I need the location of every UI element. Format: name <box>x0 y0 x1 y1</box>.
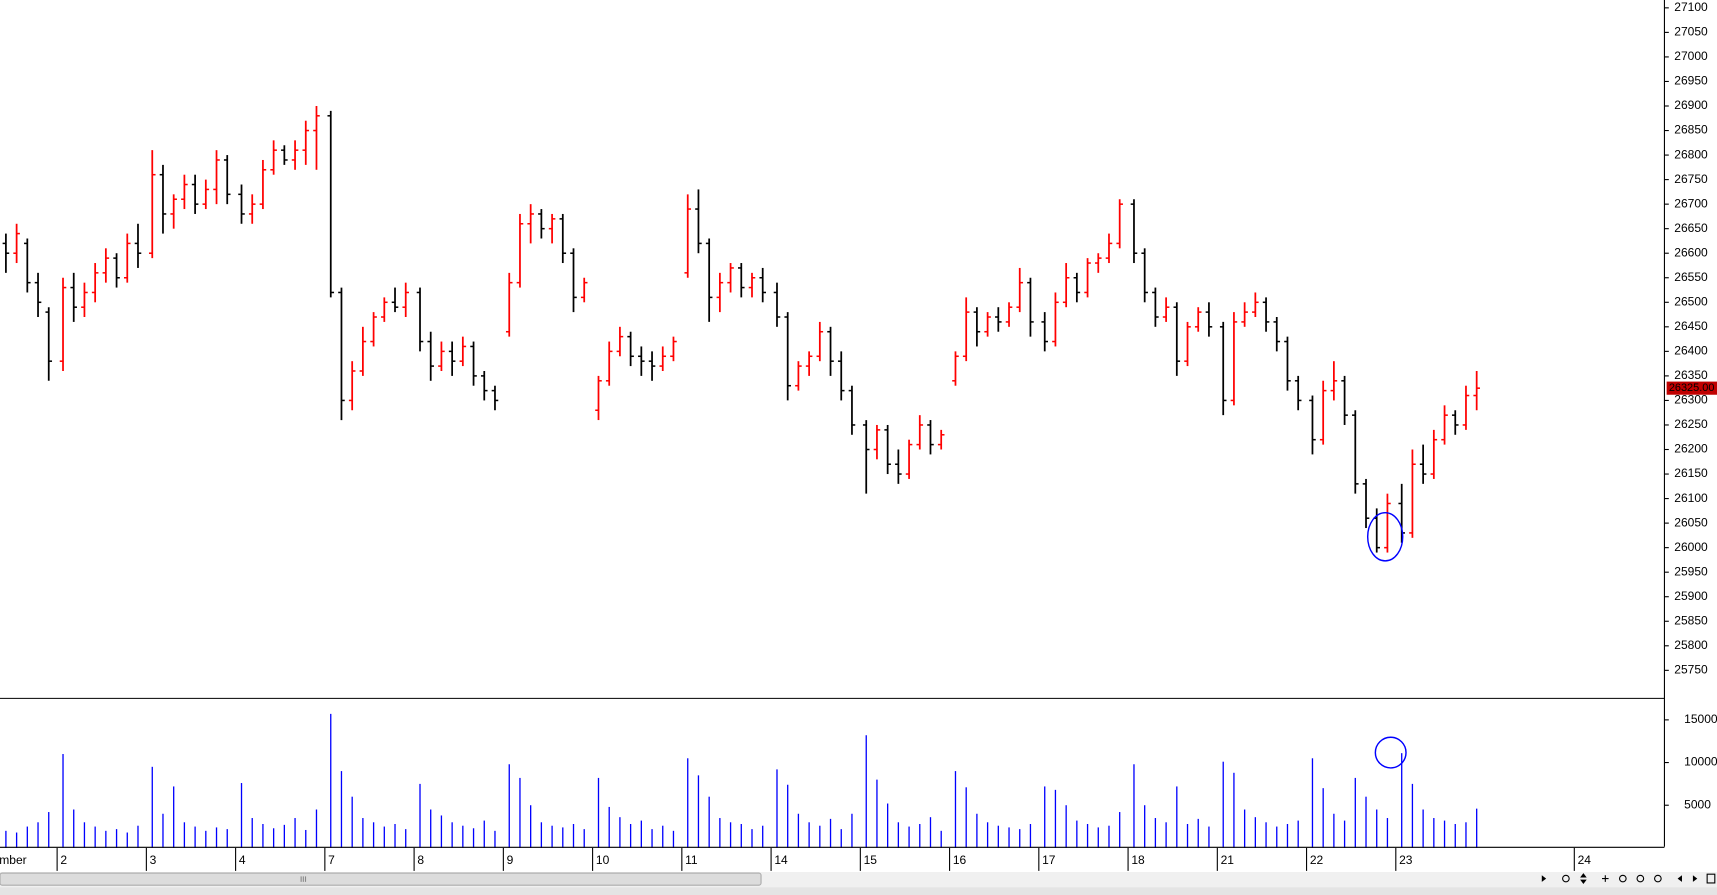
y-tick-label: 25850 <box>1674 613 1708 627</box>
y-tick-label: 10000 <box>1684 755 1717 769</box>
y-tick-label: 25950 <box>1674 564 1708 578</box>
scroll-end[interactable] <box>1692 875 1698 882</box>
y-tick-label: 26550 <box>1674 270 1708 284</box>
tab-strip <box>0 887 1717 895</box>
x-tick-label: 17 <box>1042 853 1056 867</box>
y-tick-label: 15000 <box>1684 712 1717 726</box>
y-tick-label: 26850 <box>1674 123 1708 137</box>
y-tick-label: 26200 <box>1674 442 1708 456</box>
y-tick-label: 26400 <box>1674 344 1708 358</box>
x-tick-label: 8 <box>417 853 424 867</box>
y-tick-label: 26000 <box>1674 540 1708 554</box>
x-tick-label: November <box>0 853 27 867</box>
x-tick-label: 3 <box>150 853 157 867</box>
y-tick-label: 26050 <box>1674 515 1708 529</box>
y-tick-label: 26700 <box>1674 196 1708 210</box>
x-tick-label: 9 <box>507 853 514 867</box>
y-tick-label: 26800 <box>1674 147 1708 161</box>
y-tick-label: 26350 <box>1674 368 1708 382</box>
y-tick-label: 25750 <box>1674 663 1708 677</box>
annotation-circle <box>1366 511 1404 562</box>
y-tick-label: 26450 <box>1674 319 1708 333</box>
y-tick-label: 26300 <box>1674 393 1708 407</box>
x-tick-label: 2 <box>60 853 67 867</box>
x-tick-label: 4 <box>239 853 246 867</box>
zoom-in-icon[interactable] <box>1636 874 1645 883</box>
y-tick-label: 26500 <box>1674 294 1708 308</box>
x-tick-label: 15 <box>864 853 878 867</box>
y-tick-label: 27100 <box>1674 0 1708 14</box>
scroll-right[interactable] <box>1541 875 1547 882</box>
y-tick-label: 26250 <box>1674 417 1708 431</box>
y-tick-label: 27000 <box>1674 49 1708 63</box>
y-tick-label: 26750 <box>1674 172 1708 186</box>
y-tick-label: 25800 <box>1674 638 1708 652</box>
scroll-left[interactable] <box>1677 875 1682 882</box>
annotation-circle <box>1374 736 1407 769</box>
x-tick-label: 16 <box>953 853 967 867</box>
y-tick-label: 5000 <box>1684 797 1711 811</box>
x-tick-label: 14 <box>774 853 788 867</box>
y-tick-label: 26900 <box>1674 98 1708 112</box>
x-tick-label: 21 <box>1221 853 1235 867</box>
x-axis: November2347891011141516171821222324 <box>0 847 1592 871</box>
reset-icon[interactable] <box>1654 874 1662 883</box>
x-tick-label: 7 <box>328 853 335 867</box>
y-tick-label: 25900 <box>1674 589 1708 603</box>
x-tick-label: 24 <box>1578 853 1592 867</box>
menu-icon[interactable] <box>1706 873 1716 884</box>
y-tick-label: 27050 <box>1674 25 1708 39</box>
toolbar-icons <box>1541 873 1716 885</box>
refresh-icon[interactable] <box>1562 874 1570 883</box>
x-tick-label: 11 <box>685 853 698 867</box>
y-tick-label: 26650 <box>1674 221 1708 235</box>
y-tick-label: 26600 <box>1674 245 1708 259</box>
x-tick-label: 23 <box>1399 853 1413 867</box>
x-tick-label: 18 <box>1131 853 1145 867</box>
y-tick-label: 26950 <box>1674 74 1708 88</box>
scrollbar-grip <box>300 876 307 882</box>
y-tick-label: 26150 <box>1674 466 1708 480</box>
move-icon[interactable] <box>1602 875 1609 882</box>
scrollbar-thumb[interactable] <box>0 872 762 886</box>
last-price-label: 26325.00 <box>1669 382 1715 394</box>
zoom-icon[interactable] <box>1580 873 1587 885</box>
volume-panel: 5000 10000 15000 <box>5 712 1717 848</box>
x-tick-label: 10 <box>596 853 610 867</box>
y-tick-label: 26100 <box>1674 491 1708 505</box>
zoom-out-icon[interactable] <box>1618 874 1627 883</box>
x-tick-label: 22 <box>1310 853 1324 867</box>
last-price-box <box>1666 381 1717 395</box>
